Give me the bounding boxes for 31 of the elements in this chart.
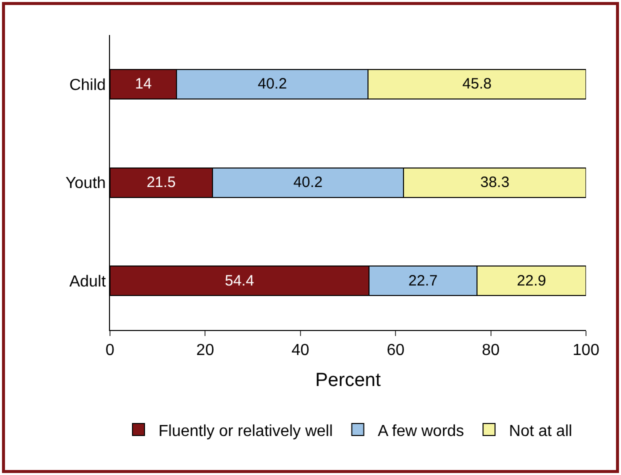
x-axis-title: Percent [315,370,382,391]
y-tick-label: Youth [65,175,106,192]
x-tick-label: 60 [386,342,405,360]
data-label: 40.2 [258,76,287,93]
bar [212,167,404,198]
bar [110,68,178,100]
x-tick-label: 100 [572,342,600,360]
bar [367,68,586,100]
x-tick-label: 20 [196,342,214,360]
data-label: 22.7 [408,272,438,290]
bar [476,266,586,296]
bar [176,68,368,100]
x-tick-label: 80 [482,342,500,360]
legend-label: A few words [378,422,464,440]
x-tick-label: 40 [292,342,310,360]
data-label: 14 [134,76,152,93]
bar [403,167,586,198]
legend-label: Fluently or relatively well [158,422,333,440]
bar [368,266,478,296]
data-label: 54.4 [224,272,254,290]
data-label: 45.8 [462,76,492,93]
data-label: 40.2 [293,174,323,191]
y-tick-label: Child [69,76,106,94]
data-label: 21.5 [146,174,176,191]
bar [110,266,370,296]
y-tick-label: Adult [69,273,106,290]
legend-label: Not at all [509,422,572,440]
bar [110,167,213,198]
x-tick-label: 0 [106,342,115,360]
data-label: 22.9 [516,272,546,290]
data-label: 38.3 [480,174,510,191]
